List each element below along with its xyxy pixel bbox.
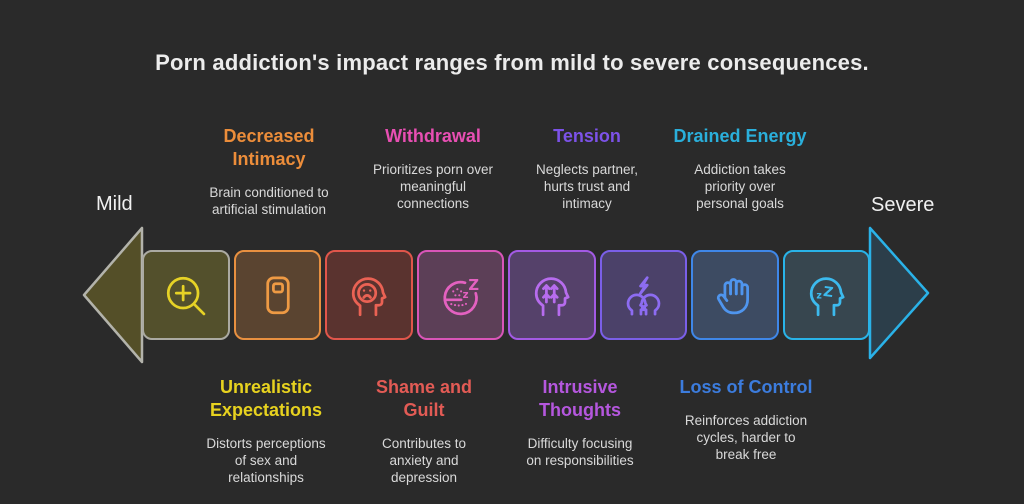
note-description: Contributes to anxiety and depression [381, 436, 467, 485]
note-description: Reinforces addiction cycles, harder to b… [684, 413, 808, 462]
note-tension: Tension Neglects partner, hurts trust an… [502, 125, 672, 212]
note-heading: Unrealistic Expectations [209, 377, 323, 420]
tired-head-icon: Z z [809, 276, 845, 316]
note-description: Difficulty focusing on responsibilities [526, 436, 634, 468]
note-heading: Decreased Intimacy [223, 126, 315, 169]
note-heading: Tension [553, 126, 621, 146]
step-box-tension [599, 250, 687, 340]
note-description: Neglects partner, hurts trust and intima… [535, 162, 639, 211]
note-description: Brain conditioned to artificial stimulat… [209, 185, 329, 217]
svg-text:z: z [816, 290, 822, 301]
note-shame-and-guilt: Shame and Guilt Contributes to anxiety a… [339, 376, 509, 486]
note-withdrawal: Withdrawal Prioritizes porn over meaning… [348, 125, 518, 212]
note-heading: Shame and Guilt [375, 377, 473, 420]
note-description: Distorts perceptions of sex and relation… [206, 436, 326, 485]
right-arrowhead [868, 226, 930, 360]
head-up-arrows-icon [535, 276, 570, 316]
note-intrusive-thoughts: Intrusive Thoughts Difficulty focusing o… [495, 376, 665, 469]
conflict-heads-icon [626, 275, 661, 315]
left-arrowhead-shape [82, 226, 144, 364]
svg-text:z: z [462, 290, 468, 301]
note-decreased-intimacy: Decreased Intimacy Brain conditioned to … [184, 125, 354, 218]
sad-face-head-icon [352, 276, 387, 316]
severity-arrow-steps: Z z [142, 250, 870, 340]
note-unrealistic-expectations: Unrealistic Expectations Distorts percep… [181, 376, 351, 486]
step-box-withdrawal: Z z [416, 250, 504, 340]
note-heading: Drained Energy [673, 126, 807, 146]
svg-text:Z: Z [822, 283, 834, 300]
stop-hand-icon [717, 277, 750, 314]
page-title: Porn addiction's impact ranges from mild… [155, 50, 869, 75]
step-box-decreased-intimacy [233, 250, 321, 340]
step-box-shame-and-guilt [325, 250, 413, 340]
note-drained-energy: Drained Energy Addiction takes priority … [655, 125, 825, 212]
smartphone-icon [266, 276, 290, 314]
right-arrowhead-shape [868, 226, 930, 360]
note-heading: Loss of Control [679, 377, 813, 397]
step-box-unrealistic-expectations [142, 250, 230, 340]
mild-scale-label: Mild [96, 193, 133, 215]
step-box-drained-energy: Z z [782, 250, 870, 340]
left-arrowhead [82, 226, 144, 364]
severe-scale-label: Severe [871, 194, 935, 216]
note-loss-of-control: Loss of Control Reinforces addiction cyc… [661, 376, 831, 463]
note-description: Addiction takes priority over personal g… [694, 162, 786, 211]
zoom-in-icon [167, 276, 206, 315]
step-box-intrusive-thoughts [508, 250, 596, 340]
note-heading: Withdrawal [385, 126, 481, 146]
note-description: Prioritizes porn over meaningful connect… [372, 162, 494, 211]
sleep-deprivation-icon: Z z [443, 277, 479, 315]
step-box-loss-of-control [691, 250, 779, 340]
note-heading: Intrusive Thoughts [539, 377, 621, 420]
svg-text:Z: Z [468, 277, 479, 294]
